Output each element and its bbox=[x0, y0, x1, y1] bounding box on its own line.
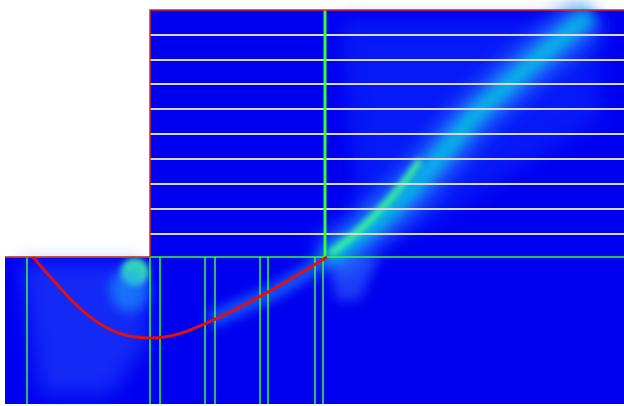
hot-spot-halo bbox=[110, 268, 150, 312]
shear-band-core bbox=[327, 158, 423, 257]
slip-surface bbox=[31, 255, 328, 340]
upper-outline bbox=[149, 9, 624, 257]
shear-band bbox=[321, 7, 596, 266]
layer-lines bbox=[150, 34, 624, 235]
